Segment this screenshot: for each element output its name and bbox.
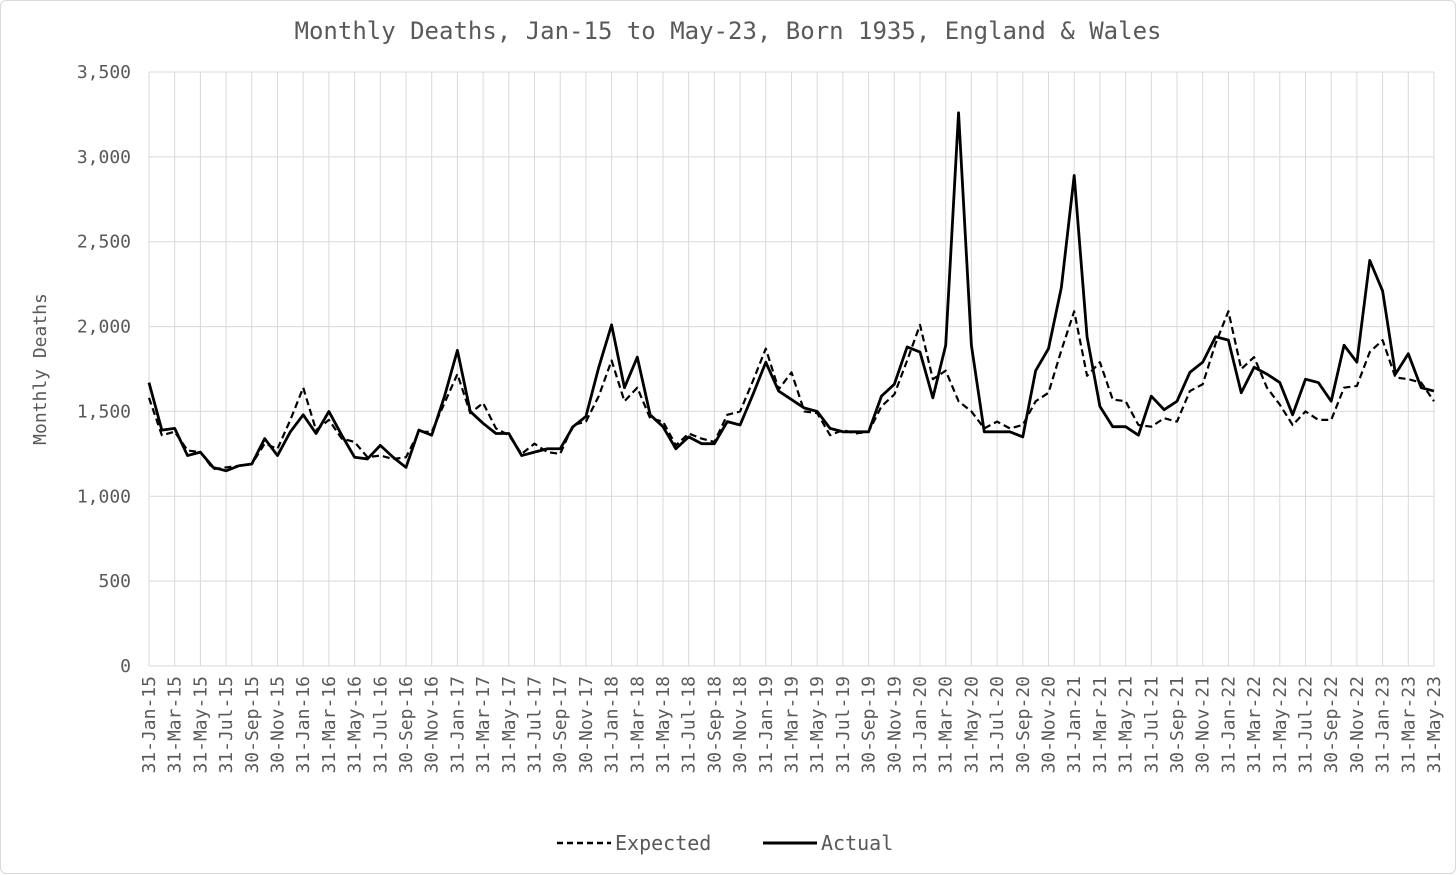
- legend-label-expected: Expected: [615, 831, 711, 855]
- x-tick-label: 31-May-23: [1424, 676, 1445, 774]
- series-line-actual: [147, 111, 1435, 473]
- y-tick-label: 3,000: [77, 147, 131, 168]
- x-tick-label: 30-Nov-19: [884, 676, 905, 774]
- x-tick-label: 31-Jan-17: [447, 676, 468, 774]
- y-axis-label: Monthly Deaths: [30, 293, 51, 445]
- x-tick-label: 31-Jan-18: [602, 676, 623, 774]
- x-tick-label: 31-Jan-22: [1218, 676, 1239, 774]
- x-tick-label: 31-May-17: [499, 676, 520, 774]
- x-tick-label: 31-Jul-21: [1141, 676, 1162, 774]
- x-tick-label: 31-Mar-16: [319, 676, 340, 774]
- y-tick-label: 1,000: [77, 486, 131, 507]
- x-tick-label: 31-Mar-15: [165, 676, 186, 774]
- x-tick-label: 31-Jul-20: [987, 676, 1008, 774]
- x-tick-label: 31-Jan-19: [756, 676, 777, 774]
- x-tick-label: 30-Sep-15: [242, 676, 263, 774]
- x-tick-label: 30-Sep-22: [1321, 676, 1342, 774]
- legend-label-actual: Actual: [821, 831, 893, 855]
- x-tick-label: 30-Nov-15: [268, 676, 289, 774]
- y-tick-label: 0: [120, 656, 131, 677]
- x-tick-label: 30-Nov-16: [422, 676, 443, 774]
- y-tick-label: 2,000: [77, 317, 131, 338]
- x-tick-label: 30-Sep-16: [396, 676, 417, 774]
- y-tick-label: 1,500: [77, 401, 131, 422]
- x-tick-label: 31-Mar-21: [1090, 676, 1111, 774]
- x-tick-label: 31-Jul-15: [216, 676, 237, 774]
- x-tick-label: 31-May-16: [345, 676, 366, 774]
- x-tick-label: 31-May-20: [961, 676, 982, 774]
- series-lines: [147, 111, 1435, 473]
- y-tick-label: 500: [98, 571, 131, 592]
- x-tick-label: 31-May-21: [1116, 676, 1137, 774]
- x-tick-label: 30-Sep-19: [859, 676, 880, 774]
- x-tick-label: 31-Mar-19: [782, 676, 803, 774]
- x-tick-label: 30-Nov-18: [730, 676, 751, 774]
- x-tick-label: 31-Jan-20: [910, 676, 931, 774]
- x-tick-label: 31-Jan-15: [139, 676, 160, 774]
- x-tick-labels: 31-Jan-15 31-Mar-15 31-May-15 31-Jul-15 30-S…: [139, 676, 1445, 774]
- x-tick-label: 30-Nov-17: [576, 676, 597, 774]
- x-tick-label: 30-Nov-20: [1039, 676, 1060, 774]
- x-tick-label: 31-Jul-18: [679, 676, 700, 774]
- legend: Expected Actual: [557, 831, 893, 855]
- x-tick-label: 31-Mar-22: [1244, 676, 1265, 774]
- x-tick-label: 31-Jul-22: [1296, 676, 1317, 774]
- x-tick-label: 31-May-18: [653, 676, 674, 774]
- chart-title: Monthly Deaths, Jan-15 to May-23, Born 1…: [295, 17, 1162, 45]
- y-tick-label: 2,500: [77, 232, 131, 253]
- x-tick-label: 31-May-22: [1270, 676, 1291, 774]
- y-tick-label: 3,500: [77, 62, 131, 83]
- x-tick-label: 30-Sep-21: [1167, 676, 1188, 774]
- x-tick-label: 31-Jul-19: [833, 676, 854, 774]
- x-tick-label: 30-Sep-20: [1013, 676, 1034, 774]
- x-tick-label: 31-Jan-21: [1064, 676, 1085, 774]
- x-tick-label: 31-Mar-17: [473, 676, 494, 774]
- x-tick-label: 31-Jul-16: [370, 676, 391, 774]
- x-tick-label: 31-Mar-23: [1398, 676, 1419, 774]
- series-line-expected: [147, 310, 1435, 471]
- x-tick-label: 31-May-19: [807, 676, 828, 774]
- x-tick-label: 31-Jan-23: [1373, 676, 1394, 774]
- y-tick-labels: 0 500 1,000 1,500 2,000 2,500 3,000 3,500: [77, 62, 131, 677]
- x-tick-label: 31-Mar-18: [627, 676, 648, 774]
- vertical-gridlines: [148, 72, 1435, 666]
- x-tick-label: 30-Nov-21: [1193, 676, 1214, 774]
- x-tick-label: 31-Jul-17: [525, 676, 546, 774]
- x-tick-label: 30-Sep-17: [550, 676, 571, 774]
- x-tick-label: 30-Sep-18: [704, 676, 725, 774]
- x-tick-label: 31-May-15: [190, 676, 211, 774]
- horizontal-gridlines: [149, 71, 1434, 667]
- x-tick-label: 31-Mar-20: [936, 676, 957, 774]
- x-tick-label: 30-Nov-22: [1347, 676, 1368, 774]
- x-tick-label: 31-Jan-16: [293, 676, 314, 774]
